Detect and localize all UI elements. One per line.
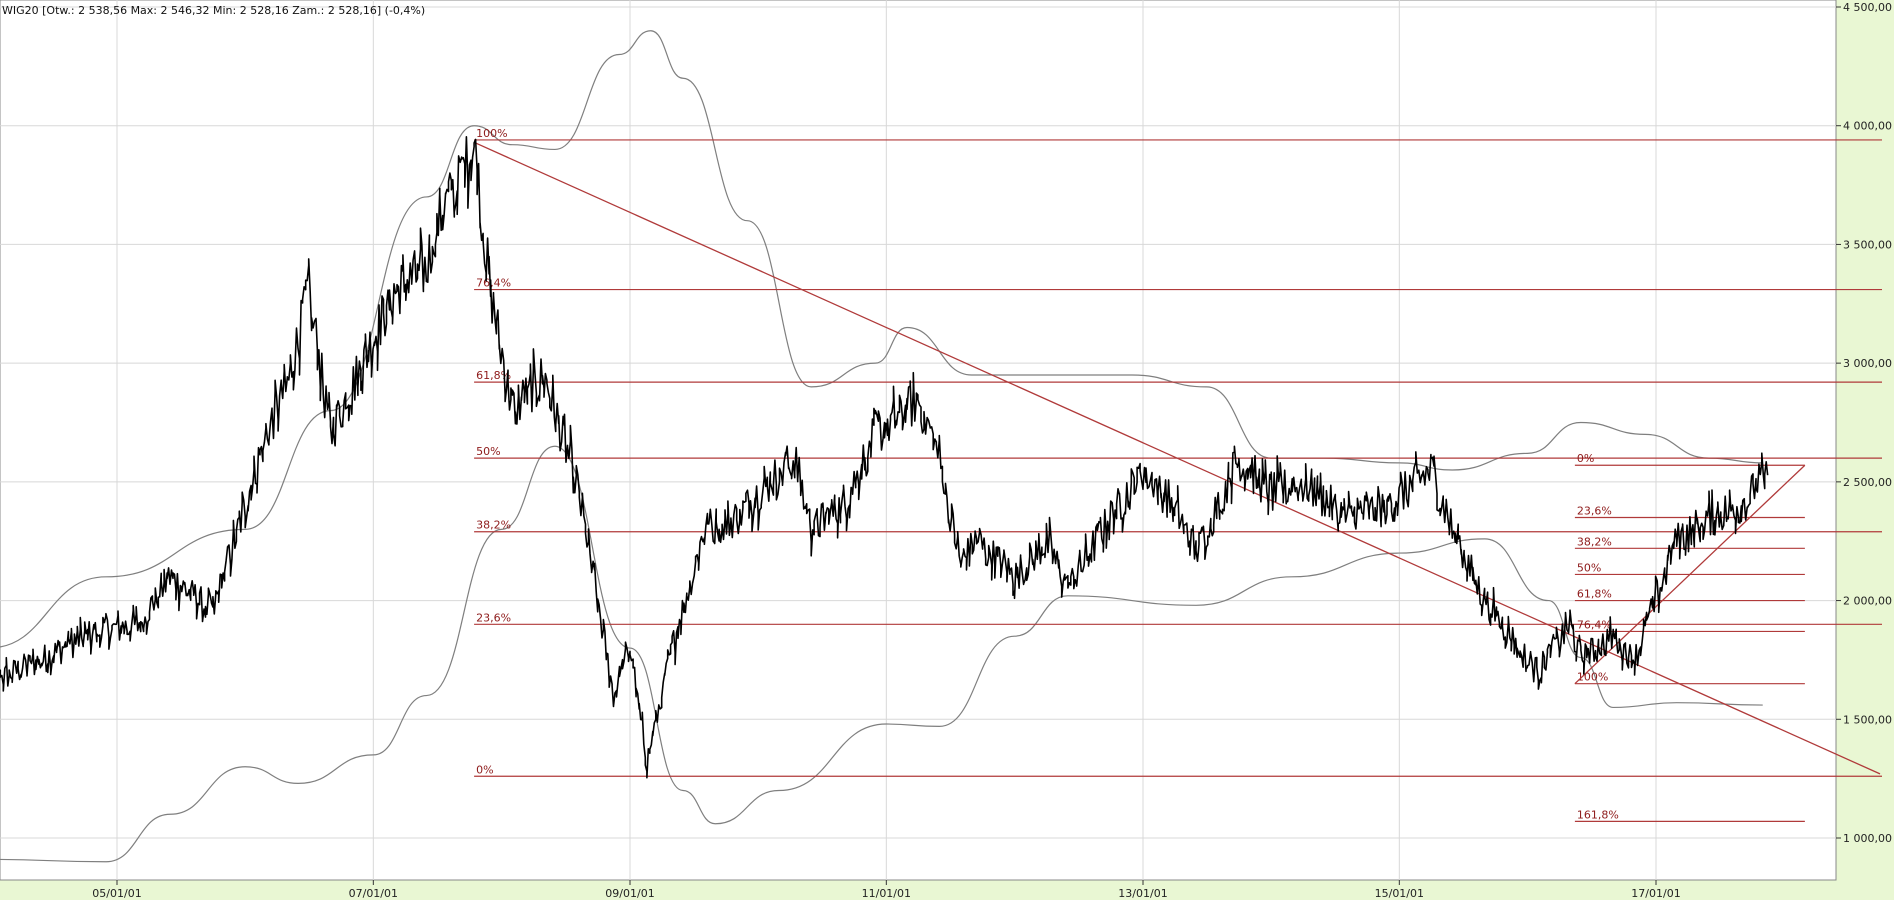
x-axis: 05/01/01 07/01/01 09/01/01 11/01/01 13/01/01…: [92, 880, 1681, 900]
y-tick-label: 3 000,00: [1843, 357, 1892, 370]
y-axis: 1 000,00 1 500,00 2 000,00 2 500,00 3 000,00…: [1836, 1, 1892, 845]
trendlines: [473, 141, 1881, 775]
fib-major-label: 76,4%: [476, 277, 511, 290]
fib-minor-label: 76,4%: [1577, 618, 1612, 631]
y-tick-label: 4 500,00: [1843, 1, 1892, 14]
fib-major-label: 23,6%: [476, 611, 511, 624]
plot-area: [0, 0, 1837, 881]
y-tick-label: 2 500,00: [1843, 476, 1892, 489]
fib-minor-label: 61,8%: [1577, 588, 1612, 601]
fib-major-label: 0%: [476, 763, 493, 776]
x-tick-label: 07/01/01: [349, 887, 398, 900]
envelope-lower-line: [0, 445, 1763, 863]
envelope-lines: [0, 30, 1763, 863]
fib-major-label: 38,2%: [476, 519, 511, 532]
y-tick-label: 1 500,00: [1843, 713, 1892, 726]
y-tick-label: 1 000,00: [1843, 832, 1892, 845]
x-tick-label: 09/01/01: [605, 887, 654, 900]
fib-minor-label: 161,8%: [1577, 808, 1619, 821]
x-tick-label: 05/01/01: [92, 887, 141, 900]
y-tick-label: 3 500,00: [1843, 238, 1892, 251]
price-line: [0, 136, 1769, 779]
envelope-upper-line: [0, 30, 1763, 648]
fib-major-label: 100%: [476, 127, 507, 140]
x-tick-label: 17/01/01: [1631, 887, 1680, 900]
trendline: [473, 141, 1881, 775]
x-tick-label: 13/01/01: [1118, 887, 1167, 900]
x-tick-label: 15/01/01: [1375, 887, 1424, 900]
price-series: [0, 136, 1769, 779]
trendline: [1574, 464, 1806, 685]
fib-major-label: 61,8%: [476, 369, 511, 382]
fib-minor-label: 38,2%: [1577, 535, 1612, 548]
y-tick-label: 4 000,00: [1843, 120, 1892, 133]
y-tick-label: 2 000,00: [1843, 595, 1892, 608]
chart-header: WIG20 [Otw.: 2 538,56 Max: 2 546,32 Min:…: [2, 4, 425, 17]
x-tick-label: 11/01/01: [862, 887, 911, 900]
grid: [0, 0, 1836, 880]
fib-minor-label: 0%: [1577, 452, 1594, 465]
fib-minor-label: 50%: [1577, 561, 1601, 574]
fib-major-label: 50%: [476, 445, 500, 458]
fib-minor-label: 23,6%: [1577, 504, 1612, 517]
